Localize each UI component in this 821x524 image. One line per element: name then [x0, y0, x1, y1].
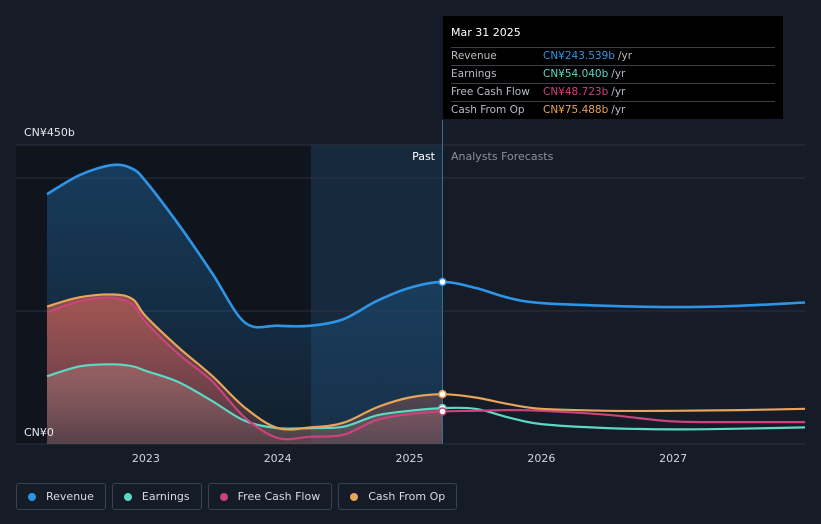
marker-cash-from-op [438, 389, 447, 399]
tooltip-label: Free Cash Flow [451, 86, 530, 98]
tooltip-date: Mar 31 2025 [451, 26, 521, 39]
tooltip-value: CN¥75.488b [543, 104, 609, 116]
series-areas [47, 164, 443, 444]
tooltip-label: Revenue [451, 50, 497, 62]
marker-revenue [438, 277, 447, 287]
tooltip-value: CN¥54.040b [543, 68, 609, 80]
legend-label: Earnings [141, 490, 190, 503]
area-cash-from-op [47, 294, 443, 444]
tooltip-unit: /yr [611, 86, 626, 98]
past-label: Past [412, 150, 436, 163]
tooltip-value: CN¥48.723b [543, 86, 609, 98]
x-tick-label: 2024 [264, 452, 292, 465]
legend-label: Revenue [46, 490, 94, 503]
tooltip-row-free-cash-flow: Free Cash Flow CN¥48.723b /yr [451, 83, 775, 101]
legend-item-cash-from-op[interactable]: Cash From Op [338, 483, 458, 510]
forecast-label: Analysts Forecasts [451, 150, 554, 163]
tooltip-label: Earnings [451, 68, 497, 80]
y-axis-max-label: CN¥450b [24, 126, 75, 139]
chart-legend: Revenue Earnings Free Cash Flow Cash Fro… [16, 483, 458, 510]
tooltip-row-cash-from-op: Cash From Op CN¥75.488b /yr [451, 101, 775, 119]
x-tick-label: 2027 [659, 452, 687, 465]
data-tooltip: Mar 31 2025 Revenue CN¥243.539b /yr Earn… [443, 16, 783, 119]
legend-item-earnings[interactable]: Earnings [111, 483, 202, 510]
x-tick-label: 2025 [396, 452, 424, 465]
legend-dot-icon [123, 492, 132, 501]
legend-item-revenue[interactable]: Revenue [16, 483, 106, 510]
tooltip-value: CN¥243.539b [543, 50, 615, 62]
marker-free-cash-flow [438, 407, 447, 416]
tooltip-unit: /yr [617, 50, 633, 62]
legend-dot-icon [219, 492, 228, 501]
line-earnings [46, 363, 806, 431]
tooltip-unit: /yr [611, 68, 626, 80]
x-tick-label: 2026 [527, 452, 555, 465]
highlight-markers [438, 277, 447, 416]
chart-area: 2023 2024 2025 2026 2027 CN¥450b CN¥0 Past A… [16, 120, 806, 465]
tooltip-row-revenue: Revenue CN¥243.539b /yr [451, 47, 775, 65]
tooltip-unit: /yr [611, 104, 626, 116]
tooltip-row-earnings: Earnings CN¥54.040b /yr [451, 65, 775, 83]
x-axis-ticks: 2023 2024 2025 2026 2027 [132, 452, 687, 465]
line-free-cash-flow [46, 296, 806, 441]
legend-label: Free Cash Flow [237, 490, 321, 503]
legend-item-free-cash-flow[interactable]: Free Cash Flow [207, 483, 333, 510]
legend-label: Cash From Op [368, 490, 446, 503]
line-cash-from-op [46, 293, 806, 431]
series-lines [46, 163, 806, 441]
legend-dot-icon [28, 492, 36, 501]
legend-dot-icon [350, 492, 359, 501]
x-tick-label: 2023 [132, 452, 160, 465]
y-axis-min-label: CN¥0 [24, 426, 54, 439]
tooltip-label: Cash From Op [451, 104, 525, 116]
line-revenue [46, 163, 806, 329]
